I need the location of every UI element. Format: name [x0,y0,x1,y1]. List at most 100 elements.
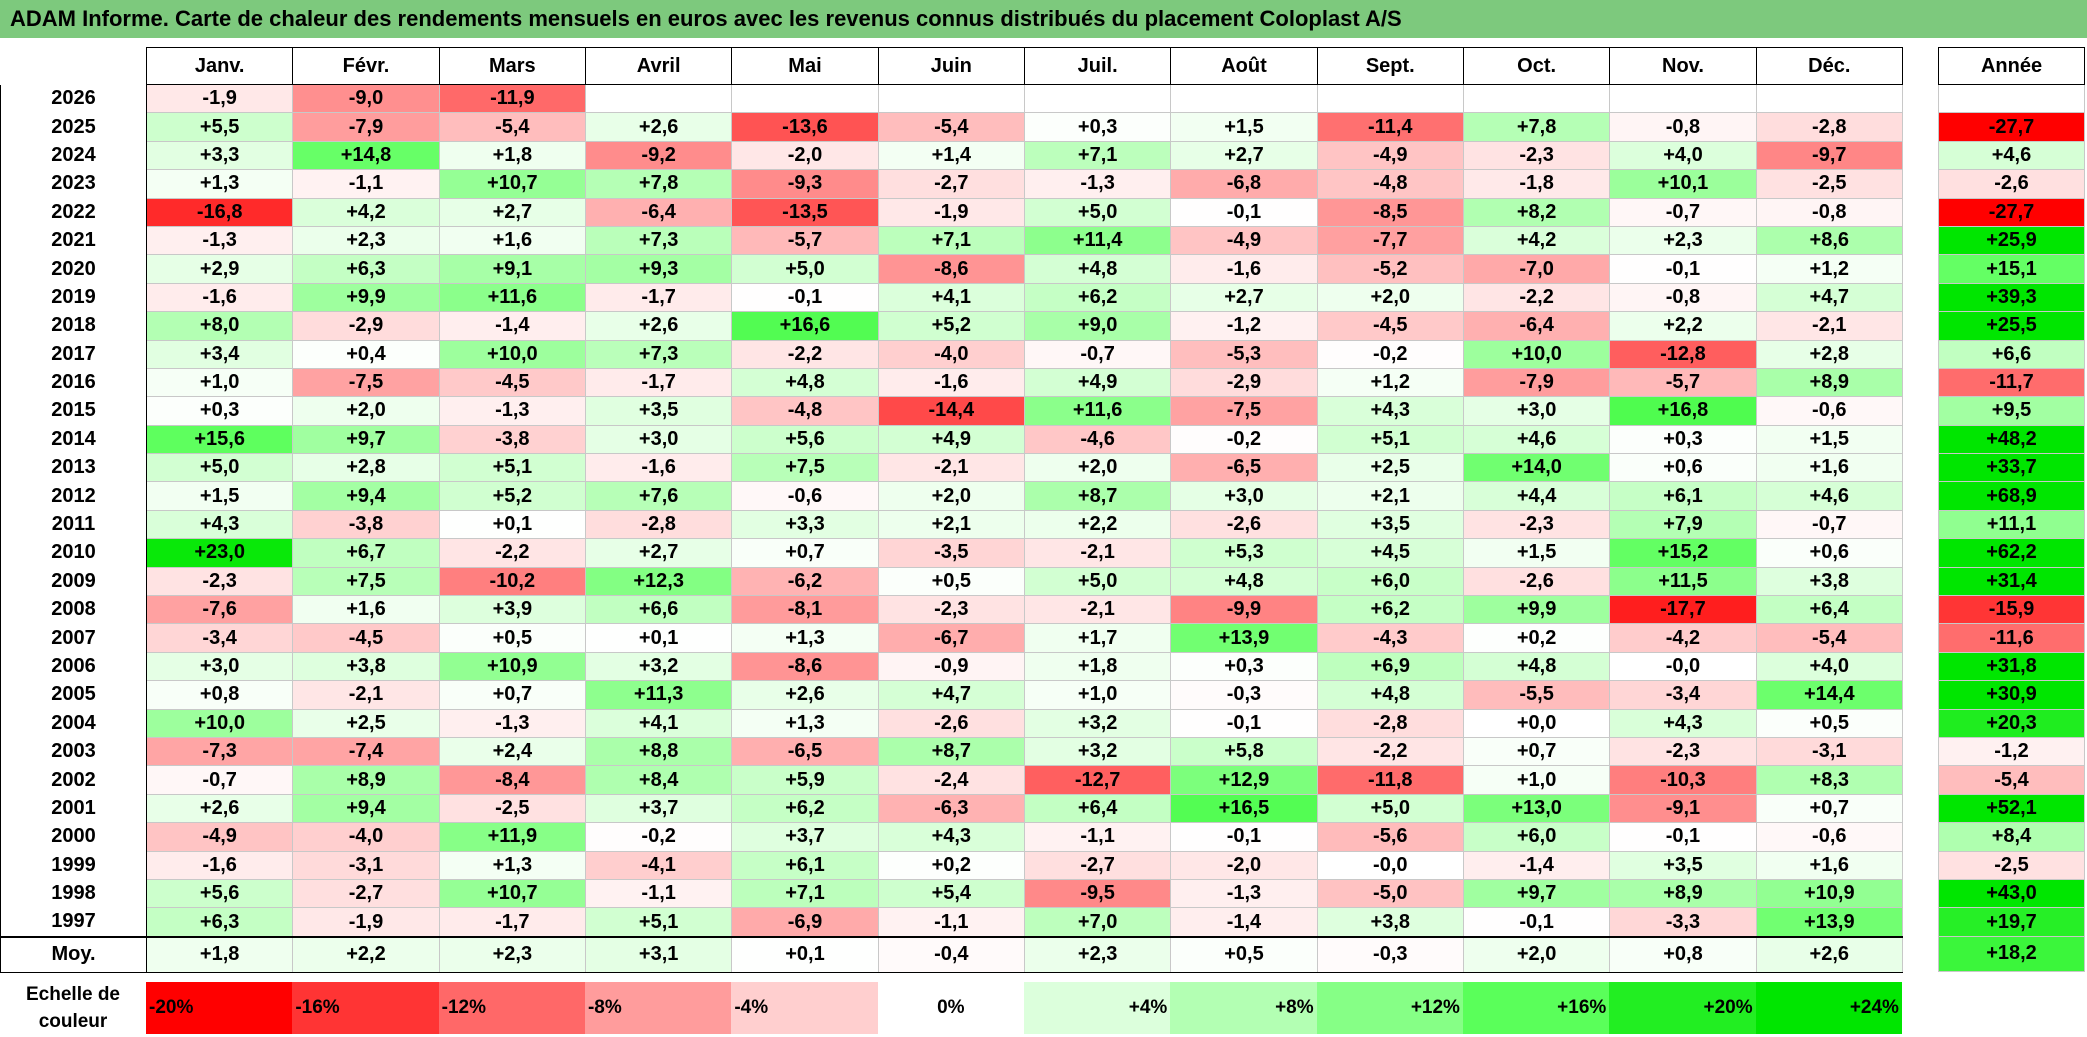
heatmap-cell: -3,1 [1755,736,1903,767]
heatmap-cell: +3,5 [1316,509,1464,540]
heatmap-cell: +2,6 [584,112,733,142]
heatmap-cell: -6,4 [584,197,733,227]
year-label: 2013 [0,453,147,482]
heatmap-cell: +15,2 [1609,538,1757,568]
heatmap-cell: +2,8 [292,453,440,483]
annual-cell: -11,7 [1938,367,2085,398]
average-cell: +2,6 [1755,935,1903,973]
heatmap-cell: -0,2 [1316,339,1464,369]
heatmap-cell: +2,7 [1170,140,1318,171]
heatmap-cell [1023,83,1172,114]
heatmap-cell: +7,1 [877,225,1025,256]
heatmap-cell: +1,0 [1023,680,1172,710]
heatmap-cell: +13,9 [1170,623,1318,653]
heatmap-cell: -11,4 [1316,112,1464,142]
average-cell: +0,1 [731,935,879,973]
heatmap-cell: -10,2 [438,566,586,597]
heatmap-cell: +14,4 [1755,680,1903,710]
heatmap-cell: +5,0 [731,254,879,284]
heatmap-cell: -7,9 [292,112,440,142]
heatmap-cell: -0,8 [1609,282,1757,313]
heatmap-cell: -2,9 [1170,367,1318,398]
heatmap-cell: -2,0 [1170,850,1318,880]
heatmap-cell: -4,6 [1023,424,1172,455]
heatmap-cell: -4,2 [1609,623,1757,653]
heatmap-cell: +6,1 [731,850,879,880]
heatmap-cell: +3,3 [731,509,879,540]
heatmap-row: 2014 +15,6 +9,7 -3,8 +3,0 +5,6 +4,9 -4,6 -0,2 +5,… [0,424,1903,455]
heatmap-cell: +2,1 [877,509,1025,540]
average-cell: +1,8 [145,935,294,973]
heatmap-cell: +0,5 [1755,708,1903,738]
heatmap-cell: -4,9 [1316,140,1464,171]
heatmap-cell: +2,3 [1609,225,1757,256]
heatmap-cell: +1,5 [1755,424,1903,455]
heatmap-cell: +10,9 [1755,878,1903,909]
year-label: 2018 [0,311,147,341]
heatmap-cell: +3,0 [1170,481,1318,511]
annual-cell: +39,3 [1938,282,2085,313]
heatmap-cell: -5,6 [1316,822,1464,852]
heatmap-cell: +0,0 [1462,708,1611,738]
heatmap-cell: +6,1 [1609,481,1757,511]
heatmap-cell: -9,9 [1170,595,1318,625]
annual-cell: -2,5 [1938,850,2085,880]
year-label: 2014 [0,425,147,454]
heatmap-cell: -3,4 [145,623,294,653]
heatmap-cell: -5,0 [1316,878,1464,909]
heatmap-cell: +8,9 [292,765,440,795]
month-header: Nov. [1609,47,1757,85]
heatmap-cell: -6,8 [1170,169,1318,199]
heatmap-cell: -4,0 [877,339,1025,369]
heatmap-cell: +2,7 [438,197,586,227]
month-header: Août [1170,47,1318,85]
annual-cell: +8,4 [1938,822,2085,852]
heatmap-cell: +10,0 [145,708,294,738]
heatmap-cell: -2,2 [438,538,586,568]
heatmap-cell: -9,2 [584,140,733,171]
heatmap-cell: +5,5 [145,112,294,142]
heatmap-cell: +1,0 [1462,765,1611,795]
heatmap-cell: +0,3 [1023,112,1172,142]
average-cell: +2,3 [1023,935,1172,973]
annual-cell: +25,9 [1938,225,2085,256]
heatmap-cell: +0,6 [1755,538,1903,568]
heatmap-cell: -0,1 [1170,822,1318,852]
heatmap-row: 2020 +2,9 +6,3 +9,1 +9,3 +5,0 -8,6 +4,8 -1,6 -5,2… [0,254,1903,284]
heatmap-cell: +4,8 [1170,566,1318,597]
heatmap-cell: -1,3 [145,225,294,256]
heatmap-cell: -7,5 [1170,396,1318,426]
annual-cell: -5,4 [1938,765,2085,795]
heatmap-row: 2018 +8,0 -2,9 -1,4 +2,6 +16,6 +5,2 +9,0 -1,2 -4,… [0,311,1903,341]
heatmap-cell: -0,7 [1755,509,1903,540]
heatmap-cell: -10,3 [1609,765,1757,795]
heatmap-cell: -0,1 [1609,254,1757,284]
color-scale-step: -12% [438,982,585,1034]
heatmap-cell: +8,8 [584,736,733,767]
heatmap-cell: +4,6 [1462,424,1611,455]
heatmap-cell: +3,2 [1023,736,1172,767]
heatmap-cell: +4,8 [1023,254,1172,284]
heatmap-cell [1170,83,1318,114]
heatmap-cell [584,83,733,114]
month-header: Sept. [1316,47,1464,85]
average-label: Moy. [0,935,147,973]
heatmap-cell: +2,1 [1316,481,1464,511]
heatmap-cell: +1,3 [438,850,586,880]
annual-cell: +4,6 [1938,140,2085,171]
month-header: Janv. [145,47,294,85]
annual-cell: +9,5 [1938,396,2085,426]
heatmap-cell: -5,7 [731,225,879,256]
heatmap-cell: -1,2 [1170,311,1318,341]
annual-cell: +15,1 [1938,254,2085,284]
heatmap-cell: -7,9 [1462,367,1611,398]
heatmap-row: 2022 -16,8 +4,2 +2,7 -6,4 -13,5 -1,9 +5,0 -0,1 -8… [0,197,1903,227]
heatmap-cell: -3,3 [1609,907,1757,938]
heatmap-cell: +1,3 [731,708,879,738]
heatmap-cell: -1,6 [584,453,733,483]
heatmap-cell: +11,6 [438,282,586,313]
heatmap-cell: +2,2 [1609,311,1757,341]
annual-average-cell: +18,2 [1938,935,2085,972]
heatmap-cell: +5,0 [145,453,294,483]
heatmap-cell: -0,0 [1316,850,1464,880]
